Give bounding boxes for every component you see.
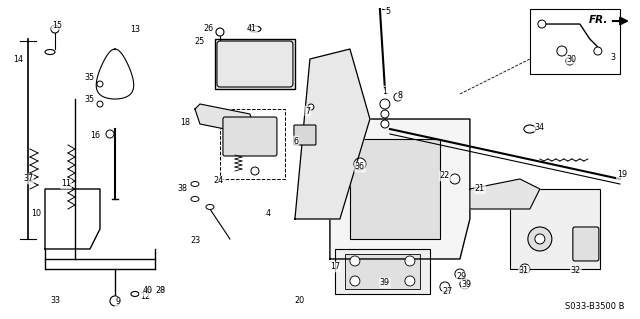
Circle shape	[594, 47, 602, 55]
Text: 38: 38	[177, 184, 187, 194]
Circle shape	[97, 81, 103, 87]
FancyBboxPatch shape	[573, 227, 599, 261]
Circle shape	[354, 158, 366, 170]
Polygon shape	[195, 104, 255, 134]
Circle shape	[97, 101, 103, 107]
Text: 7: 7	[305, 107, 310, 115]
Circle shape	[528, 227, 552, 251]
Text: 16: 16	[90, 130, 100, 139]
Polygon shape	[470, 179, 540, 209]
Text: 40: 40	[143, 286, 153, 295]
Circle shape	[350, 276, 360, 286]
Text: 6: 6	[293, 137, 298, 145]
Text: 41: 41	[247, 24, 257, 33]
FancyBboxPatch shape	[294, 125, 316, 145]
Bar	[220, 109, 285, 179]
Text: 34: 34	[535, 122, 545, 131]
Circle shape	[535, 234, 545, 244]
Bar	[215, 39, 295, 89]
Ellipse shape	[191, 182, 199, 187]
Ellipse shape	[191, 197, 199, 202]
Text: 39: 39	[462, 280, 472, 289]
Polygon shape	[295, 49, 370, 219]
Circle shape	[106, 130, 114, 138]
Polygon shape	[96, 49, 134, 99]
Ellipse shape	[159, 287, 164, 291]
Text: FR.: FR.	[589, 15, 608, 25]
Circle shape	[557, 46, 567, 56]
Ellipse shape	[249, 26, 261, 32]
Circle shape	[381, 110, 389, 118]
Text: 31: 31	[519, 266, 529, 276]
FancyBboxPatch shape	[217, 41, 293, 87]
Text: S033-B3500 B: S033-B3500 B	[565, 302, 625, 311]
Circle shape	[251, 167, 259, 175]
Text: 5: 5	[385, 6, 390, 16]
Text: 27: 27	[443, 287, 453, 296]
Polygon shape	[330, 119, 470, 259]
Text: 29: 29	[457, 272, 467, 281]
Text: 28: 28	[155, 286, 165, 295]
Text: 17: 17	[330, 263, 340, 271]
Text: 23: 23	[190, 236, 200, 246]
Text: 14: 14	[13, 55, 23, 63]
Ellipse shape	[145, 289, 151, 293]
Ellipse shape	[131, 292, 139, 296]
Circle shape	[566, 57, 574, 65]
Text: 39: 39	[380, 278, 390, 287]
Circle shape	[380, 99, 390, 109]
Text: 30: 30	[567, 55, 577, 63]
Text: 10: 10	[31, 210, 41, 219]
Ellipse shape	[524, 125, 536, 133]
Text: 32: 32	[571, 266, 581, 276]
Text: 20: 20	[295, 296, 305, 306]
Text: 3: 3	[611, 53, 615, 62]
Text: 8: 8	[397, 91, 403, 100]
Circle shape	[51, 25, 59, 33]
Circle shape	[405, 276, 415, 286]
Circle shape	[455, 269, 465, 279]
Circle shape	[538, 20, 546, 28]
Text: 21: 21	[475, 184, 485, 194]
Text: 9: 9	[115, 297, 120, 307]
Text: 1: 1	[383, 86, 387, 95]
Bar	[350, 139, 440, 239]
Circle shape	[405, 256, 415, 266]
Bar	[510, 189, 600, 269]
Circle shape	[394, 93, 402, 101]
Circle shape	[216, 28, 224, 36]
Text: 13: 13	[130, 25, 140, 33]
Text: 24: 24	[213, 176, 223, 185]
Text: 19: 19	[617, 170, 627, 180]
Text: 35: 35	[85, 72, 95, 82]
Circle shape	[381, 120, 389, 128]
FancyBboxPatch shape	[223, 117, 277, 156]
Text: 2: 2	[522, 266, 527, 276]
Text: 22: 22	[440, 172, 450, 181]
Text: 37: 37	[23, 174, 33, 183]
Circle shape	[350, 256, 360, 266]
Bar	[335, 249, 430, 294]
Text: 33: 33	[50, 296, 60, 306]
Text: 26: 26	[203, 24, 213, 33]
Text: 36: 36	[355, 162, 365, 172]
Bar	[345, 254, 420, 289]
Ellipse shape	[206, 204, 214, 210]
Circle shape	[440, 282, 450, 292]
Text: 18: 18	[180, 117, 190, 127]
Text: 12: 12	[140, 293, 150, 301]
Ellipse shape	[45, 49, 55, 55]
Circle shape	[308, 104, 314, 110]
Text: 25: 25	[195, 37, 205, 46]
Circle shape	[110, 296, 120, 306]
Text: 15: 15	[52, 20, 62, 30]
Text: 11: 11	[61, 180, 71, 189]
Circle shape	[450, 174, 460, 184]
Text: 35: 35	[85, 94, 95, 103]
Circle shape	[520, 264, 530, 274]
Text: 4: 4	[266, 210, 271, 219]
Circle shape	[460, 279, 470, 289]
Bar	[530, 9, 620, 74]
